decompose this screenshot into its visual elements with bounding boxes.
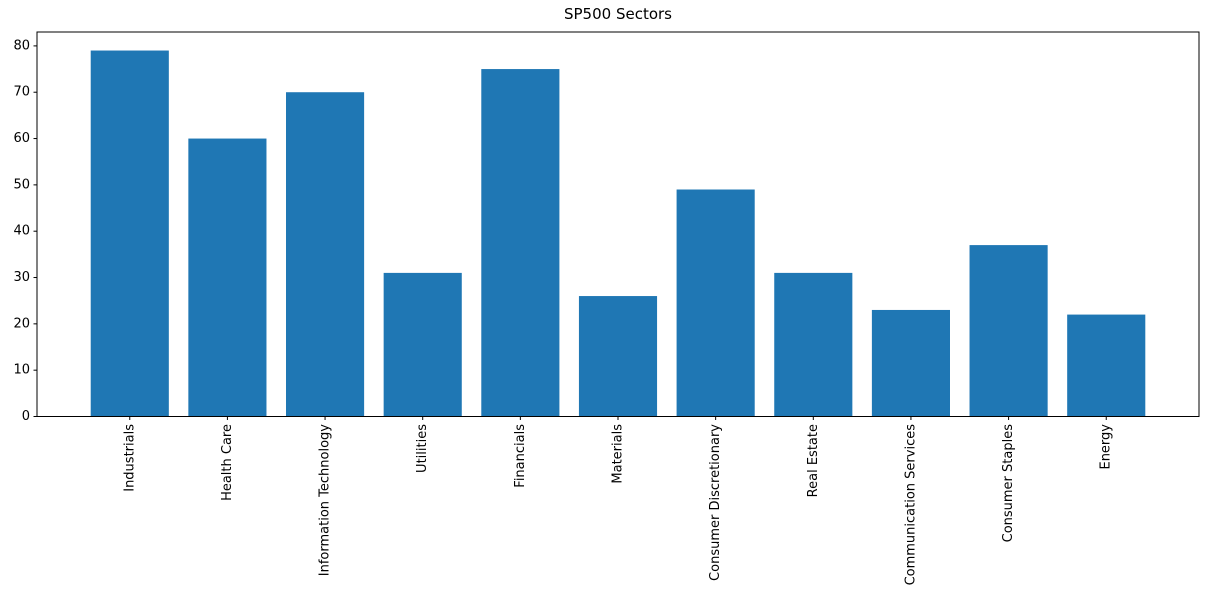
x-tick-label-consumer-staples: Consumer Staples — [1001, 424, 1016, 543]
y-tick-label: 10 — [13, 363, 30, 378]
x-tick-label-energy: Energy — [1099, 424, 1114, 470]
y-tick-label: 0 — [22, 409, 30, 424]
y-tick-label: 60 — [13, 131, 30, 146]
x-tick-label-health-care: Health Care — [220, 424, 235, 501]
bar-health-care — [188, 138, 267, 417]
y-tick-label: 40 — [13, 224, 30, 239]
y-tick-label: 50 — [13, 177, 30, 192]
axes-spines — [36, 31, 1200, 417]
bar-industrials — [90, 50, 169, 417]
bar-information-technology — [286, 92, 365, 417]
x-tick-label-financials: Financials — [513, 424, 528, 488]
x-tick-label-industrials: Industrials — [122, 424, 137, 492]
bar-communication-services — [871, 309, 950, 417]
bar-energy — [1067, 314, 1146, 417]
x-tick-label-utilities: Utilities — [415, 424, 430, 473]
y-tick-label: 20 — [13, 316, 30, 331]
x-tick-label-information-technology: Information Technology — [318, 424, 333, 577]
bar-consumer-staples — [969, 245, 1048, 417]
y-tick-label: 70 — [13, 85, 30, 100]
bar-utilities — [383, 272, 462, 417]
bar-financials — [481, 69, 560, 417]
bar-real-estate — [774, 272, 853, 417]
y-tick-label: 30 — [13, 270, 30, 285]
chart-title: SP500 Sectors — [563, 5, 672, 23]
x-tick-label-consumer-discretionary: Consumer Discretionary — [708, 424, 723, 581]
bar-consumer-discretionary — [676, 189, 755, 417]
bar-materials — [578, 296, 658, 417]
x-tick-label-real-estate: Real Estate — [806, 424, 821, 497]
x-tick-label-communication-services: Communication Services — [903, 424, 918, 586]
x-tick-label-materials: Materials — [611, 424, 626, 484]
y-tick-label: 80 — [13, 38, 30, 53]
